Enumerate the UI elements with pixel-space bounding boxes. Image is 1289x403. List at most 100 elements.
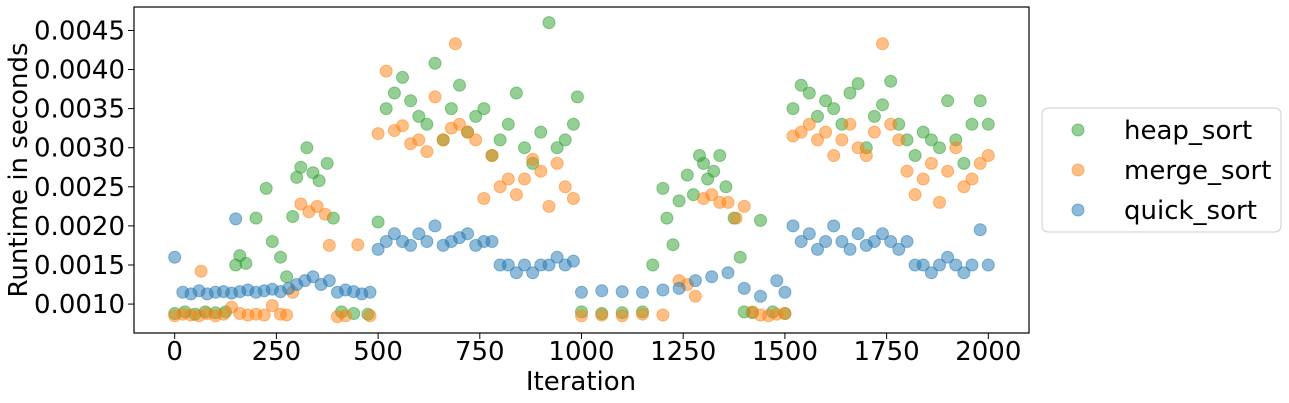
y-tick-label: 0.0020 [34,212,125,242]
legend-label-quick_sort: quick_sort [1124,196,1257,226]
point-merge_sort [294,197,308,211]
point-quick_sort [542,258,556,272]
point-merge_sort [318,207,332,221]
y-tick-label: 0.0035 [34,95,125,125]
point-merge_sort [843,117,857,131]
point-quick_sort [550,250,564,264]
x-axis-title: Iteration [526,367,636,397]
y-tick-label: 0.0015 [34,251,125,281]
y-axis-title: Runtime in seconds [4,42,34,297]
point-quick_sort [306,270,320,284]
point-quick_sort [811,242,824,256]
point-heap_sort [518,141,531,155]
point-quick_sort [387,227,401,241]
point-quick_sort [965,258,979,272]
point-merge_sort [636,307,649,321]
y-tick-label: 0.0045 [34,16,125,46]
point-heap_sort [501,117,515,131]
point-merge_sort [428,90,442,104]
x-axis: 0 250 500 750 1000 1250 1500 1750 2000 [166,333,1021,367]
point-quick_sort [420,235,434,248]
point-merge_sort [310,199,324,213]
point-heap_sort [827,102,841,116]
point-quick_sort [916,258,930,272]
point-heap_sort [534,125,548,139]
point-merge_sort [322,238,336,252]
point-quick_sort [973,223,987,237]
point-heap_sort [477,102,491,116]
point-merge_sort [363,309,377,323]
point-quick_sort [363,285,377,299]
point-quick_sort [229,212,243,226]
point-heap_sort [656,181,670,195]
point-heap_sort [300,141,314,155]
point-merge_sort [501,172,515,186]
legend-items: heap_sort merge_sort quick_sort [1071,116,1271,226]
point-quick_sort [705,270,719,284]
point-merge_sort [461,125,475,139]
point-quick_sort [827,219,841,233]
point-merge_sort [469,133,483,147]
point-heap_sort [884,74,898,88]
point-merge_sort [721,195,735,209]
point-quick_sort [404,238,418,252]
point-merge_sort [802,117,816,131]
point-merge_sort [908,188,922,202]
point-heap_sort [965,117,979,131]
point-merge_sort [448,37,462,51]
point-heap_sort [754,213,767,227]
point-merge_sort [595,308,609,322]
y-axis: 0.0010 0.0015 0.0020 0.0025 0.0030 0.0035 0.00… [34,16,134,320]
point-heap_sort [851,77,865,91]
point-merge_sort [477,192,491,205]
point-heap_sort [719,180,733,194]
point-quick_sort [778,285,792,299]
point-merge_sort [194,264,208,278]
point-quick_sort [949,258,963,272]
point-merge_sort [957,180,971,194]
point-heap_sort [312,174,326,188]
point-heap_sort [941,94,955,108]
point-heap_sort [404,94,418,108]
point-quick_sort [509,266,523,280]
point-quick_sort [461,227,475,241]
point-merge_sort [280,308,294,322]
point-quick_sort [672,281,686,295]
legend-frame [1041,107,1282,233]
point-merge_sort [884,117,898,131]
x-tick-label: 750 [455,337,505,367]
point-merge_sort [396,119,409,133]
point-quick_sort [566,254,580,268]
point-heap_sort [697,156,710,170]
point-quick_sort [615,285,629,299]
point-merge_sort [933,195,946,209]
point-quick_sort [794,235,808,248]
point-heap_sort [672,194,686,208]
point-merge_sort [371,127,385,141]
point-heap_sort [660,211,674,225]
point-merge_sort [420,145,434,159]
point-heap_sort [387,86,401,100]
point-heap_sort [680,168,694,182]
point-heap_sort [371,215,385,229]
point-quick_sort [892,242,906,256]
point-heap_sort [802,86,816,100]
legend-label-heap_sort: heap_sort [1124,116,1252,146]
point-quick_sort [876,227,889,241]
point-heap_sort [469,109,483,123]
point-merge_sort [916,172,930,186]
point-quick_sort [595,284,609,298]
point-heap_sort [794,78,808,92]
point-merge_sort [558,180,572,194]
series-quick_sort [168,212,995,303]
point-heap_sort [558,133,572,147]
x-tick-label: 2000 [955,337,1021,367]
x-tick-label: 1250 [650,337,716,367]
point-heap_sort [713,149,727,162]
x-tick-label: 1000 [548,337,614,367]
point-quick_sort [981,258,995,272]
point-merge_sort [811,133,824,147]
point-quick_sort [322,274,336,288]
point-merge_sort [575,309,588,323]
point-merge_sort [794,125,808,139]
